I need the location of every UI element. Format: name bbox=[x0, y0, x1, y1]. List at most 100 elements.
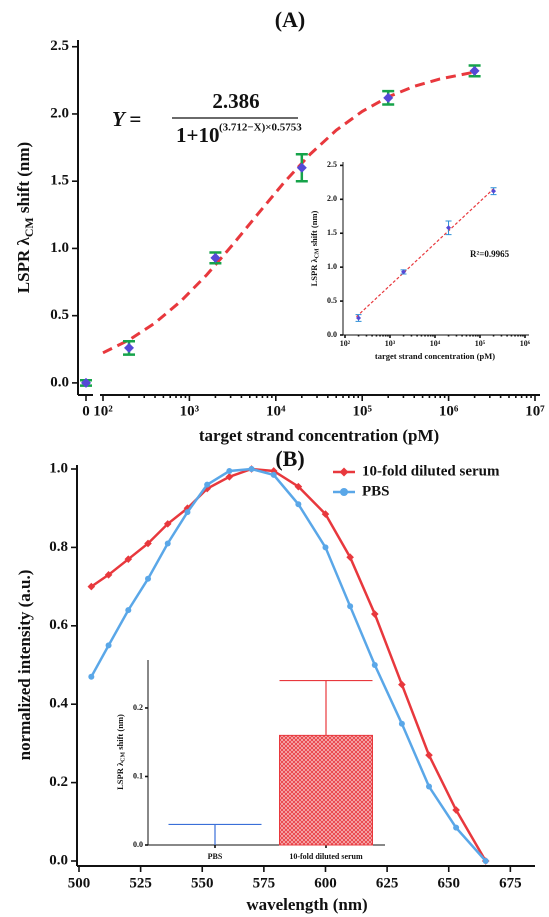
y-label-subscript: CM bbox=[121, 752, 127, 762]
data-point bbox=[184, 509, 191, 516]
data-point bbox=[124, 342, 135, 353]
y-tick-label: 1.0 bbox=[50, 240, 69, 256]
x-tick-label: 650 bbox=[437, 875, 460, 891]
y-label-text: LSPR λ bbox=[309, 258, 319, 287]
y-label-subscript: CM bbox=[315, 248, 321, 258]
data-point bbox=[81, 377, 91, 388]
error-bar bbox=[168, 823, 262, 845]
x-tick-label: 10⁵ bbox=[352, 404, 372, 420]
y-tick-label: 0.6 bbox=[49, 617, 68, 633]
data-point bbox=[371, 662, 378, 668]
x-tick-label: 10⁷ bbox=[525, 404, 545, 420]
bar bbox=[279, 734, 373, 846]
data-point bbox=[296, 162, 307, 173]
x-tick-label: 675 bbox=[499, 875, 522, 891]
y-tick-label: 1.5 bbox=[327, 228, 337, 237]
data-point bbox=[204, 481, 211, 488]
x-tick-label: 10³ bbox=[385, 339, 396, 348]
x-tick-label: 10⁴ bbox=[430, 339, 441, 348]
y-label-text: LSPR λ bbox=[115, 761, 125, 790]
x-tick-label: 625 bbox=[376, 875, 399, 891]
data-point bbox=[398, 680, 406, 689]
data-point bbox=[491, 188, 497, 194]
x-tick-label: 10² bbox=[340, 339, 351, 348]
data-point bbox=[453, 824, 460, 831]
data-point bbox=[88, 673, 95, 680]
x-tick-label: 600 bbox=[314, 875, 337, 891]
y-tick-label: 2.0 bbox=[327, 194, 337, 203]
y-tick-label: 0.0 bbox=[49, 852, 68, 868]
x-tick-label: 550 bbox=[191, 875, 214, 891]
panel-title: (A) bbox=[275, 7, 306, 32]
data-point bbox=[125, 607, 132, 614]
data-point bbox=[370, 610, 379, 618]
x-axis-label: target strand concentration (pM) bbox=[375, 351, 495, 361]
data-point bbox=[87, 582, 96, 591]
data-point bbox=[203, 484, 211, 493]
data-point bbox=[482, 858, 489, 864]
data-point bbox=[164, 540, 171, 547]
x-tick-label: 10-fold diluted serum bbox=[289, 852, 363, 861]
y-label-text: shift (nm) bbox=[309, 210, 319, 248]
y-tick-label: 0.2 bbox=[133, 703, 143, 712]
y-tick-label: 0.8 bbox=[49, 539, 68, 555]
x-tick-label: PBS bbox=[208, 852, 223, 861]
legend-label: PBS bbox=[362, 483, 390, 499]
data-point bbox=[425, 751, 433, 759]
data-point bbox=[210, 252, 221, 263]
error-bar bbox=[279, 679, 373, 736]
y-tick-label: 0.0 bbox=[50, 374, 69, 390]
data-point bbox=[225, 473, 234, 481]
y-tick-label: 0.0 bbox=[133, 840, 143, 849]
y-tick-label: 2.0 bbox=[50, 105, 69, 121]
panel-title: (B) bbox=[275, 446, 304, 471]
x-tick-label: 10⁵ bbox=[475, 339, 486, 348]
y-tick-label: 0.4 bbox=[49, 696, 68, 712]
y-axis-label: LSPR λCM shift (nm) bbox=[14, 142, 36, 293]
y-axis-label: LSPR λCM shift (nm) bbox=[309, 210, 321, 286]
data-point bbox=[347, 603, 354, 610]
data-point bbox=[452, 806, 460, 814]
equation-exponent: (3.712−X)×0.5753 bbox=[219, 122, 302, 134]
y-axis-label: normalized intensity (a.u.) bbox=[15, 570, 34, 761]
data-point bbox=[226, 467, 233, 474]
data-point bbox=[163, 520, 172, 528]
data-point bbox=[248, 466, 255, 472]
y-tick-label: 2.5 bbox=[50, 38, 69, 54]
equation-numerator: 2.386 bbox=[212, 89, 259, 113]
data-point bbox=[383, 92, 394, 103]
data-point bbox=[145, 575, 152, 582]
data-point bbox=[144, 539, 152, 548]
data-point bbox=[356, 315, 362, 321]
data-point bbox=[346, 553, 354, 561]
y-tick-label: 0.2 bbox=[49, 774, 68, 790]
data-point bbox=[321, 510, 330, 518]
equation-denominator: 1+10 bbox=[176, 123, 219, 147]
fit-curve bbox=[356, 186, 496, 318]
equation-lhs: Y = bbox=[112, 107, 141, 131]
y-axis-label: LSPR λCM shift (nm) bbox=[115, 714, 127, 790]
data-point bbox=[469, 65, 480, 76]
data-point bbox=[426, 783, 433, 790]
data-point bbox=[105, 642, 112, 649]
x-tick-label: 10² bbox=[93, 404, 113, 420]
x-tick-label: 500 bbox=[68, 875, 91, 891]
data-point bbox=[124, 555, 133, 563]
x-tick-label: 10³ bbox=[180, 404, 200, 420]
x-tick-label: 575 bbox=[253, 875, 276, 891]
y-tick-label: 0.5 bbox=[50, 307, 69, 323]
legend-label: 10-fold diluted serum bbox=[362, 463, 500, 479]
data-point bbox=[104, 571, 113, 579]
x-tick-label: 10⁶ bbox=[520, 339, 531, 348]
y-tick-label: 0.0 bbox=[327, 330, 337, 339]
data-point bbox=[183, 504, 192, 512]
y-label-subscript: CM bbox=[22, 217, 36, 237]
x-tick-label: 525 bbox=[129, 875, 152, 891]
r-squared: R²=0.9965 bbox=[470, 249, 510, 259]
data-point bbox=[295, 501, 302, 508]
x-axis-label: target strand concentration (pM) bbox=[199, 426, 439, 445]
data-point bbox=[322, 544, 329, 551]
y-tick-label: 1.5 bbox=[50, 173, 69, 189]
data-point bbox=[269, 467, 278, 475]
y-label-text: shift (nm) bbox=[14, 142, 33, 218]
